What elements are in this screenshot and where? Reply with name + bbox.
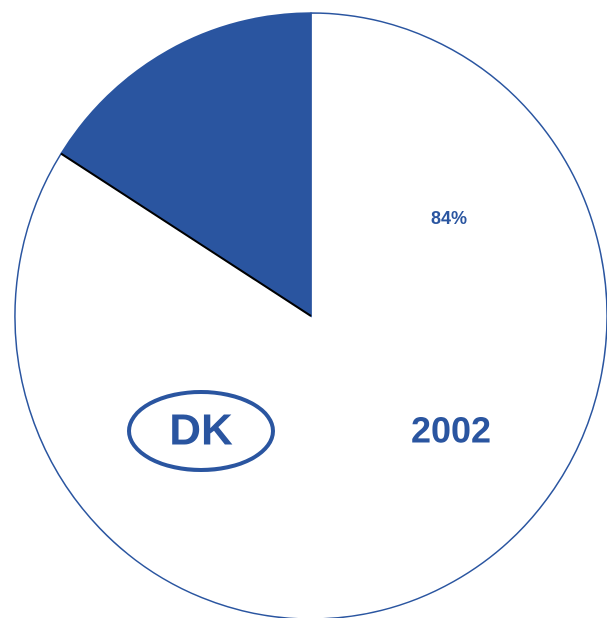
data-label: 84% (431, 208, 467, 228)
badge-oval (127, 390, 275, 472)
pie-slice (60, 12, 312, 318)
country-label: DK (169, 406, 233, 455)
slice-edge (60, 152, 312, 317)
year-label: 2002 (411, 410, 491, 451)
